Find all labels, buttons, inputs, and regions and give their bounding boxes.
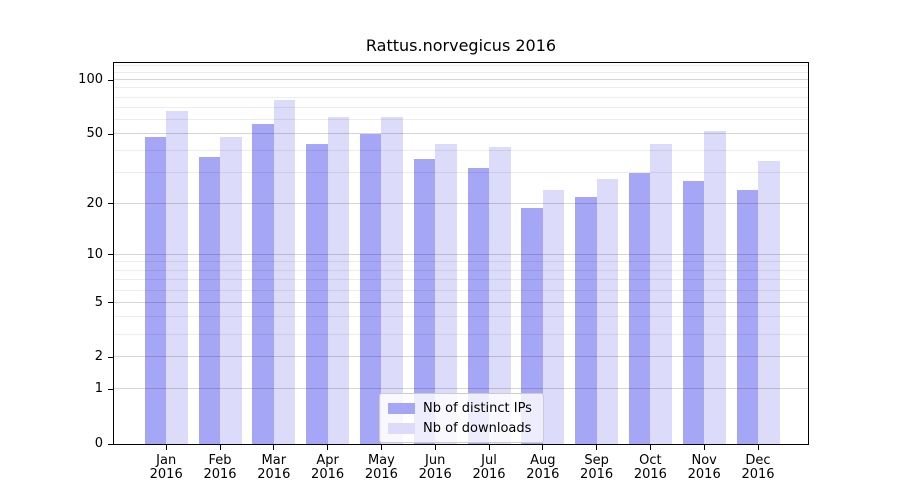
bar-sep-distinct-ips [575,196,597,444]
bar-mar-distinct-ips [252,123,274,444]
bar-jun-distinct-ips [413,159,436,444]
bar-jun-downloads [435,143,457,444]
x-tick-label-jan: Jan 2016 [149,453,183,482]
bar-jul-distinct-ips [467,168,489,444]
y-tick-label-5: 5 [94,294,103,310]
bar-sep-downloads [596,178,619,444]
x-tick-label-dec: Dec 2016 [741,453,775,482]
x-tick-label-jun: Jun 2016 [418,453,452,482]
bar-jan-distinct-ips [144,137,167,444]
chart-title: Rattus.norvegicus 2016 [365,36,557,55]
y-tick-mark-0 [108,443,113,445]
bar-may-distinct-ips [359,134,382,444]
bar-mar-downloads [273,99,296,444]
bar-aug-downloads [542,190,565,444]
x-axis: Jan 2016 Feb 2016 Mar 2016 Apr 2016 May 2016 Jun 20… [113,445,809,500]
bar-aug-distinct-ips [521,207,543,444]
y-tick-label-20: 20 [86,195,103,211]
x-tick-mark-mar [273,445,275,450]
bar-feb-distinct-ips [198,157,220,444]
y-tick-label-100: 100 [78,72,103,88]
y-tick-mark-5 [108,302,113,304]
y-tick-mark-100 [108,79,113,81]
legend: Nb of distinct IPs Nb of downloads [379,393,544,443]
x-tick-mark-oct [649,445,651,450]
x-tick-label-apr: Apr 2016 [311,453,345,482]
y-tick-label-10: 10 [86,246,103,262]
bar-feb-downloads [220,137,242,444]
y-tick-label-50: 50 [86,126,103,141]
x-tick-label-mar: Mar 2016 [257,453,291,482]
y-axis: 0 1 2 5 10 20 50 100 [0,62,113,451]
x-tick-mark-jun [434,445,436,450]
y-tick-label-1: 1 [94,381,103,397]
x-tick-mark-dec [757,445,759,450]
legend-swatch-distinct-ips [388,402,415,414]
bar-dec-distinct-ips [736,190,758,444]
legend-item-distinct-ips: Nb of distinct IPs [388,400,535,416]
y-tick-mark-2 [108,356,113,358]
x-tick-mark-jan [165,445,167,450]
x-tick-mark-apr [327,445,329,450]
legend-label-downloads: Nb of downloads [423,420,532,436]
x-tick-mark-nov [703,445,705,450]
y-tick-label-0: 0 [94,436,103,451]
bar-oct-distinct-ips [628,173,651,444]
y-tick-label-2: 2 [94,349,103,365]
bars-layer [114,63,808,444]
x-tick-label-jul: Jul 2016 [472,453,506,482]
x-tick-label-nov: Nov 2016 [687,453,721,482]
x-tick-mark-may [380,445,382,450]
bar-apr-downloads [327,117,350,444]
x-tick-mark-sep [596,445,598,450]
x-tick-mark-feb [219,445,221,450]
x-tick-label-sep: Sep 2016 [580,453,614,482]
y-tick-mark-50 [108,133,113,135]
bar-jul-downloads [489,147,511,444]
y-tick-mark-20 [108,203,113,205]
legend-item-downloads: Nb of downloads [388,420,535,436]
y-tick-mark-10 [108,254,113,256]
x-tick-mark-aug [542,445,544,450]
legend-label-distinct-ips: Nb of distinct IPs [423,400,532,416]
bar-may-downloads [381,117,403,444]
bar-dec-downloads [758,161,780,444]
y-tick-mark-1 [108,388,113,390]
x-tick-mark-jul [488,445,490,450]
x-tick-label-may: May 2016 [364,453,398,482]
x-tick-label-oct: Oct 2016 [633,453,667,482]
plot-area: Nb of distinct IPs Nb of downloads [113,62,809,445]
x-tick-label-feb: Feb 2016 [203,453,237,482]
x-tick-label-aug: Aug 2016 [526,453,560,482]
bar-nov-downloads [704,130,726,444]
bar-oct-downloads [650,143,672,444]
bar-jan-downloads [166,111,188,444]
legend-swatch-downloads [388,422,415,434]
bar-apr-distinct-ips [306,143,328,444]
bar-nov-distinct-ips [682,181,705,444]
